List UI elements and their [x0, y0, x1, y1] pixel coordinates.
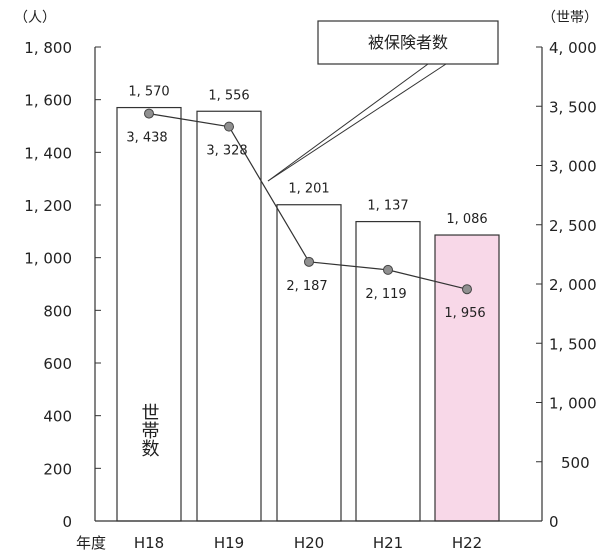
left-axis-tick-label: 400: [43, 408, 72, 426]
line-point: [224, 121, 234, 132]
left-axis-tick-label: 1, 600: [24, 92, 72, 110]
right-axis-tick-label: 1, 000: [549, 395, 597, 413]
right-axis-tick-label: 0: [549, 513, 559, 531]
bar-data-labels: 1, 570 1, 556 1, 201 1, 137 1, 086: [128, 85, 487, 227]
line-value-label: 3, 438: [126, 131, 167, 146]
line-value-label: 3, 328: [206, 144, 247, 159]
left-axis-tick-label: 1, 000: [24, 250, 72, 268]
right-axis-unit: （世帯）: [542, 10, 598, 26]
bar-value-label: 1, 556: [208, 88, 249, 103]
left-axis-tick-label: 1, 800: [24, 39, 72, 57]
bar: [276, 204, 342, 522]
line-value-label: 2, 119: [365, 287, 406, 302]
right-axis-tick-label: 2, 000: [549, 276, 597, 294]
right-axis-tick-label: 4, 000: [549, 39, 597, 57]
x-category-label: H19: [214, 534, 244, 552]
line-point: [304, 256, 314, 267]
left-axis-tick-label: 800: [43, 302, 72, 320]
bar-value-label: 1, 137: [367, 199, 408, 214]
line-point: [144, 108, 154, 119]
right-axis: 0 500 1, 000 1, 500 2, 000 2, 500 3, 000 3, 500…: [536, 39, 597, 531]
x-axis: 年度 H18 H19 H20 H21 H22: [76, 520, 542, 552]
right-axis-tick-label: 1, 500: [549, 335, 597, 353]
line-point: [383, 264, 393, 275]
callout-leader-line: [267, 63, 429, 182]
right-axis-tick-label: 3, 500: [549, 98, 597, 116]
bar-value-label: 1, 086: [446, 212, 487, 227]
x-axis-prefix: 年度: [76, 534, 106, 552]
bar: [196, 110, 262, 522]
left-axis-tick-label: 1, 200: [24, 197, 72, 215]
bar-inner-label: 世帯数: [139, 403, 160, 457]
right-axis-tick-label: 2, 500: [549, 217, 597, 235]
callout-box: [317, 20, 499, 65]
callout: 被保険者数: [267, 20, 499, 182]
callout-leader-line: [267, 63, 447, 182]
left-axis: 0 200 400 600 800 1, 000 1, 200 1, 400 1, 600 1, …: [24, 39, 101, 531]
left-axis-tick-label: 1, 400: [24, 144, 72, 162]
callout-label: 被保険者数: [368, 33, 448, 52]
line-value-label: 1, 956: [444, 306, 485, 321]
x-category-label: H18: [134, 534, 164, 552]
bar-series: [116, 106, 500, 522]
bar: [355, 220, 421, 522]
x-category-label: H20: [294, 534, 324, 552]
x-category-label: H21: [373, 534, 403, 552]
bar-value-label: 1, 570: [128, 85, 169, 100]
left-axis-unit: （人）: [14, 10, 56, 26]
x-category-label: H22: [452, 534, 482, 552]
line-value-label: 2, 187: [286, 279, 327, 294]
left-axis-tick-label: 600: [43, 355, 72, 373]
right-axis-tick-label: 500: [561, 454, 590, 472]
line-data-labels: 3, 438 3, 328 2, 187 2, 119 1, 956: [126, 131, 485, 322]
bar: [116, 106, 182, 522]
line-point: [462, 284, 472, 295]
line-series: [144, 108, 472, 295]
left-axis-tick-label: 200: [43, 460, 72, 478]
bar: [434, 234, 500, 522]
bar-value-label: 1, 201: [288, 182, 329, 197]
right-axis-tick-label: 3, 000: [549, 158, 597, 176]
left-axis-tick-label: 0: [62, 513, 72, 531]
